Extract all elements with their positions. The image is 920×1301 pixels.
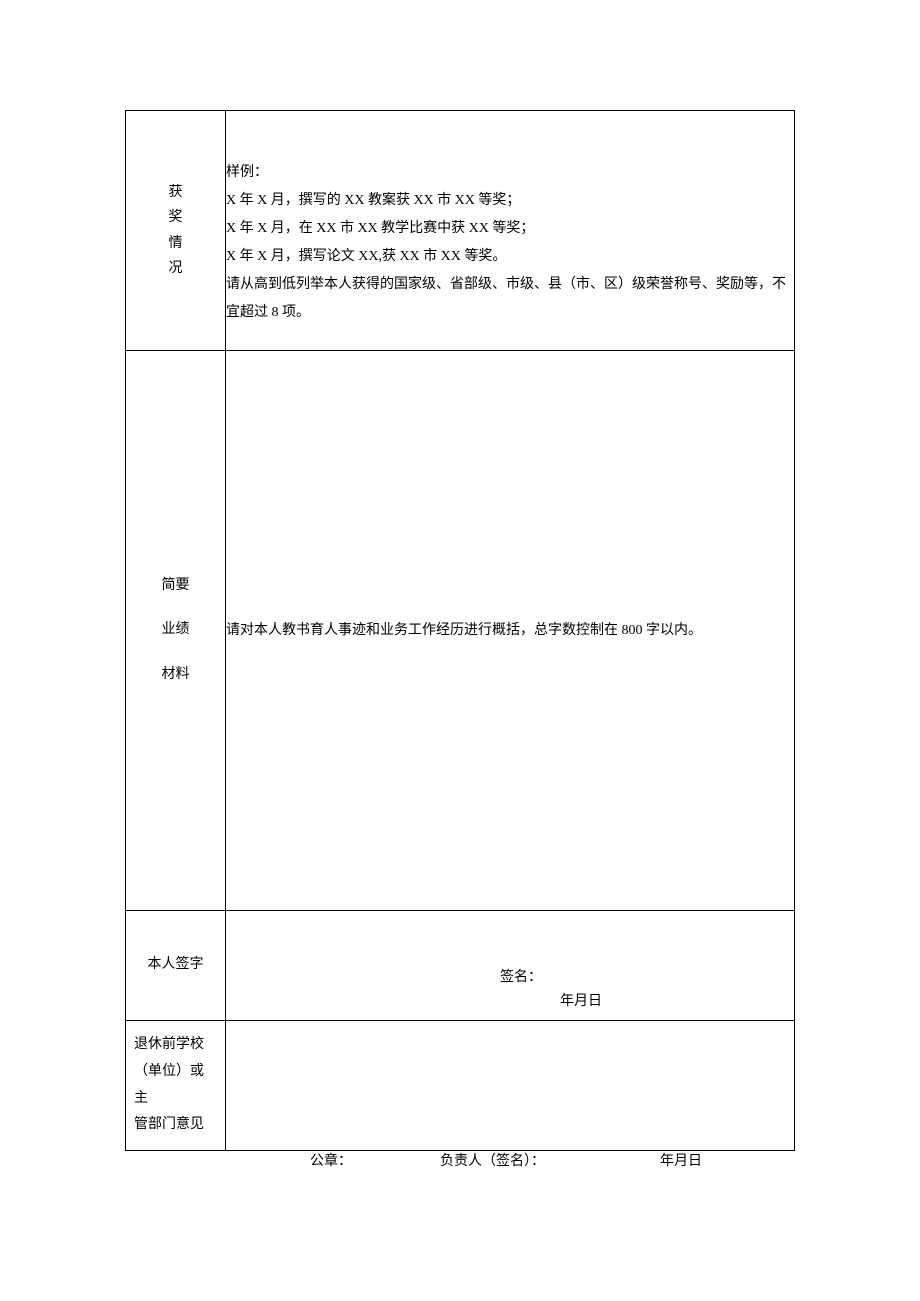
row-signature: 本人签字 签名： 年月日 [126,911,795,1021]
responsible-label: 负责人（签名）： [440,1148,545,1176]
awards-instruction: 请从高到低列举本人获得的国家级、省部级、市级、县（市、区）级荣誉称号、奖励等，不… [226,271,794,327]
signature-label: 签名： [500,964,542,992]
content-signature[interactable]: 签名： 年月日 [226,911,795,1021]
label-text: 本人签字 [148,957,204,972]
sample-title: 样例： [226,159,794,187]
label-line: 简要 [134,573,217,600]
label-line: 管部门意见 [134,1112,217,1139]
content-dept-opinion[interactable]: 公章： 负责人（签名）： 年月日 [226,1021,795,1151]
sample-line: X 年 X 月，在 XX 市 XX 教学比赛中获 XX 等奖； [226,215,794,243]
signature-date-label: 年月日 [560,988,602,1016]
content-awards[interactable]: 样例： X 年 X 月，撰写的 XX 教案获 XX 市 XX 等奖； X 年 X… [226,111,795,351]
label-self-sign: 本人签字 [126,911,226,1021]
label-awards: 获 奖 情 况 [126,111,226,351]
row-dept-opinion: 退休前学校 （单位）或主 管部门意见 公章： 负责人（签名）： 年月日 [126,1021,795,1151]
label-line: （单位）或主 [134,1059,217,1112]
dept-date-label: 年月日 [660,1148,702,1176]
row-awards: 获 奖 情 况 样例： X 年 X 月，撰写的 XX 教案获 XX 市 XX 等… [126,111,795,351]
label-line: 退休前学校 [134,1032,217,1059]
label-char: 奖 [126,205,225,230]
form-table: 获 奖 情 况 样例： X 年 X 月，撰写的 XX 教案获 XX 市 XX 等… [125,110,795,1151]
label-line: 业绩 [134,617,217,644]
label-dept-opinion: 退休前学校 （单位）或主 管部门意见 [126,1021,226,1151]
summary-instruction: 请对本人教书育人事迹和业务工作经历进行概括，总字数控制在 800 字以内。 [226,617,794,645]
label-char: 获 [126,180,225,205]
sample-line: X 年 X 月，撰写论文 XX,获 XX 市 XX 等奖。 [226,243,794,271]
label-char: 情 [126,231,225,256]
label-line: 材料 [134,662,217,689]
label-summary: 简要 业绩 材料 [126,351,226,911]
content-summary[interactable]: 请对本人教书育人事迹和业务工作经历进行概括，总字数控制在 800 字以内。 [226,351,795,911]
row-summary: 简要 业绩 材料 请对本人教书育人事迹和业务工作经历进行概括，总字数控制在 80… [126,351,795,911]
seal-label: 公章： [310,1148,352,1176]
sample-line: X 年 X 月，撰写的 XX 教案获 XX 市 XX 等奖； [226,187,794,215]
label-char: 况 [126,256,225,281]
